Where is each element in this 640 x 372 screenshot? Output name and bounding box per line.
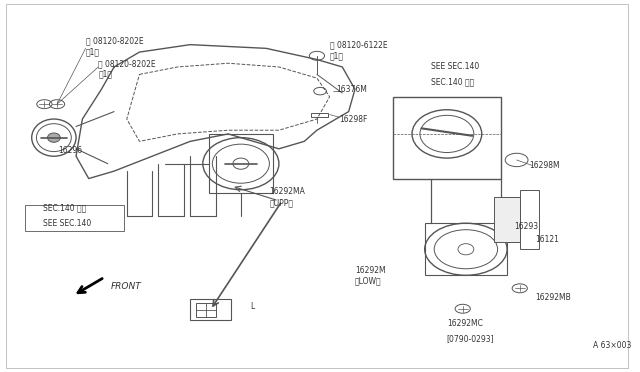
Text: 16298M: 16298M xyxy=(529,161,560,170)
Bar xyxy=(495,197,520,242)
Bar xyxy=(196,303,216,317)
Text: 16121: 16121 xyxy=(536,235,559,244)
Text: 16376M: 16376M xyxy=(336,85,367,94)
Text: 16292MA
（UPP）: 16292MA （UPP） xyxy=(269,187,305,207)
Text: SEE SEC.140: SEE SEC.140 xyxy=(43,219,92,228)
Text: 16293: 16293 xyxy=(515,222,539,231)
Text: 16296: 16296 xyxy=(58,146,83,155)
Text: Ⓑ 08120-8202E
（1）: Ⓑ 08120-8202E （1） xyxy=(86,37,143,56)
Bar xyxy=(190,299,232,320)
Text: FRONT: FRONT xyxy=(111,282,141,291)
Text: 16292MB: 16292MB xyxy=(536,293,572,302)
Text: SEC.140 参照: SEC.140 参照 xyxy=(43,204,86,213)
Bar xyxy=(520,190,539,249)
Text: SEE SEC.140: SEE SEC.140 xyxy=(431,62,479,71)
Bar xyxy=(209,134,273,193)
Bar xyxy=(26,205,124,231)
Text: 16292M
（LOW）: 16292M （LOW） xyxy=(355,266,385,285)
Text: 16298F: 16298F xyxy=(339,115,367,124)
Text: [0790-0293]: [0790-0293] xyxy=(447,334,495,343)
Bar xyxy=(425,223,507,275)
Text: Ⓑ 08120-6122E
（1）: Ⓑ 08120-6122E （1） xyxy=(330,41,387,60)
Text: A 63×003: A 63×003 xyxy=(593,341,631,350)
Text: SEC.140 参照: SEC.140 参照 xyxy=(431,77,474,86)
Text: L: L xyxy=(250,302,255,311)
Text: Ⓑ 08120-8202E
（1）: Ⓑ 08120-8202E （1） xyxy=(99,59,156,78)
Bar xyxy=(310,113,328,117)
Text: 16292MC: 16292MC xyxy=(447,319,483,328)
Ellipse shape xyxy=(47,133,60,142)
Bar xyxy=(393,97,500,179)
